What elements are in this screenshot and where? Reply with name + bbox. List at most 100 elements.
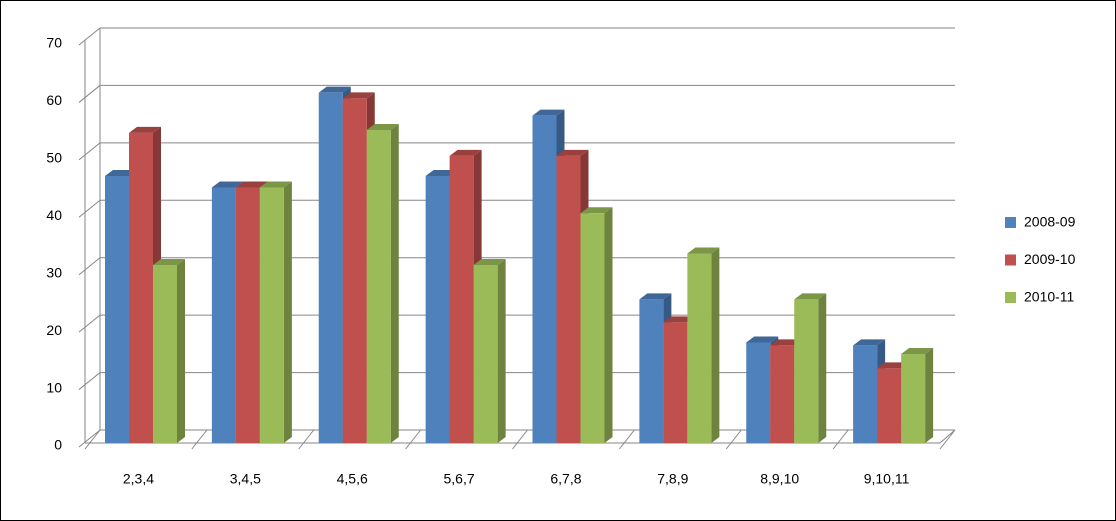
- bar-top: [580, 207, 613, 214]
- bar-front: [663, 322, 688, 443]
- bar-side: [390, 124, 399, 443]
- bar-top: [153, 258, 185, 265]
- y-tick-label: 50: [46, 150, 62, 166]
- bar-top: [746, 336, 779, 343]
- x-tick-label: 5,6,7: [443, 471, 474, 487]
- bar-front: [877, 368, 902, 443]
- y-tick: [78, 27, 101, 46]
- bar: [153, 258, 185, 443]
- x-tick: [512, 429, 528, 450]
- bar: [259, 181, 292, 443]
- bar-front: [770, 345, 795, 443]
- bar: [580, 207, 613, 443]
- bar-front: [532, 115, 557, 444]
- bar-front: [425, 175, 450, 443]
- bar-front: [746, 342, 771, 443]
- bar-front: [687, 253, 712, 443]
- x-tick: [298, 429, 315, 450]
- bar-side: [925, 347, 934, 443]
- legend-label: 2010-11: [1024, 289, 1075, 305]
- legend-label: 2009-10: [1024, 251, 1076, 267]
- bar-top: [639, 293, 672, 300]
- bar-side: [283, 181, 292, 443]
- y-tick-label: 20: [46, 322, 62, 338]
- bar-top: [449, 149, 482, 156]
- y-tick: [78, 372, 101, 390]
- bar-front: [211, 187, 236, 443]
- x-tick-label: 9,10,11: [864, 471, 910, 487]
- x-tick: [939, 429, 956, 450]
- bar-top: [259, 181, 292, 188]
- bar-top: [532, 109, 565, 116]
- y-tick-label: 40: [46, 207, 62, 223]
- bar-side: [604, 207, 613, 443]
- bar-front: [342, 98, 367, 443]
- legend-swatch: [1005, 254, 1016, 266]
- bar-side: [818, 293, 827, 443]
- legend-label: 2008-09: [1024, 214, 1076, 230]
- bar: [901, 347, 934, 443]
- bar-front: [853, 345, 878, 443]
- bar-front: [259, 187, 284, 443]
- y-tick-label: 60: [46, 92, 62, 108]
- x-tick-label: 6,7,8: [550, 471, 581, 487]
- bar-front: [580, 213, 605, 443]
- bar: [687, 247, 720, 443]
- bar-front: [556, 155, 581, 443]
- bar-top: [794, 293, 827, 300]
- bar-front: [129, 132, 153, 443]
- y-tick-label: 70: [46, 35, 62, 51]
- bar-front: [473, 264, 498, 443]
- y-tick: [78, 314, 101, 333]
- bar-side: [497, 258, 506, 443]
- x-tick-label: 3,4,5: [230, 471, 261, 487]
- x-tick: [191, 429, 208, 450]
- y-tick: [78, 142, 101, 161]
- bar: [366, 124, 399, 443]
- bar: [794, 293, 827, 443]
- bar-front: [235, 187, 260, 443]
- x-tick: [725, 429, 742, 450]
- bar-front: [366, 130, 391, 443]
- x-tick: [832, 429, 849, 450]
- bar-side: [177, 258, 185, 443]
- legend-swatch: [1005, 292, 1016, 303]
- bar-top: [318, 86, 351, 93]
- y-tick: [78, 85, 101, 103]
- bar-top: [129, 126, 161, 133]
- bar-top: [687, 247, 720, 254]
- floor-edge: [939, 429, 956, 444]
- bar-top: [901, 347, 934, 354]
- x-tick: [618, 429, 635, 450]
- x-tick-label: 2,3,4: [123, 471, 154, 487]
- x-tick-label: 7,8,9: [657, 471, 688, 487]
- bar-top: [235, 181, 268, 188]
- bar: [473, 258, 506, 443]
- bar-top: [473, 258, 506, 265]
- bar-front: [105, 175, 129, 443]
- bar-top: [211, 181, 244, 188]
- x-tick: [84, 429, 101, 450]
- legend-swatch: [1005, 217, 1016, 228]
- x-tick: [405, 429, 422, 450]
- y-tick: [78, 199, 101, 218]
- bar-top: [853, 339, 886, 346]
- bar-front: [449, 155, 474, 443]
- x-tick-label: 8,9,10: [760, 471, 799, 487]
- bar-front: [153, 264, 177, 443]
- bar-top: [342, 92, 375, 99]
- x-tick-label: 4,5,6: [337, 471, 368, 487]
- bar-top: [366, 124, 399, 131]
- bar-front: [318, 92, 343, 443]
- bar-side: [711, 247, 720, 443]
- y-tick-label: 0: [54, 437, 62, 453]
- y-tick: [78, 257, 101, 276]
- bar-front: [901, 353, 926, 443]
- bar-top: [556, 149, 589, 156]
- bar-front: [794, 299, 819, 443]
- y-tick-label: 30: [46, 264, 62, 280]
- y-tick-label: 10: [46, 379, 62, 395]
- bar-front: [639, 299, 664, 443]
- y-tick: [78, 429, 101, 448]
